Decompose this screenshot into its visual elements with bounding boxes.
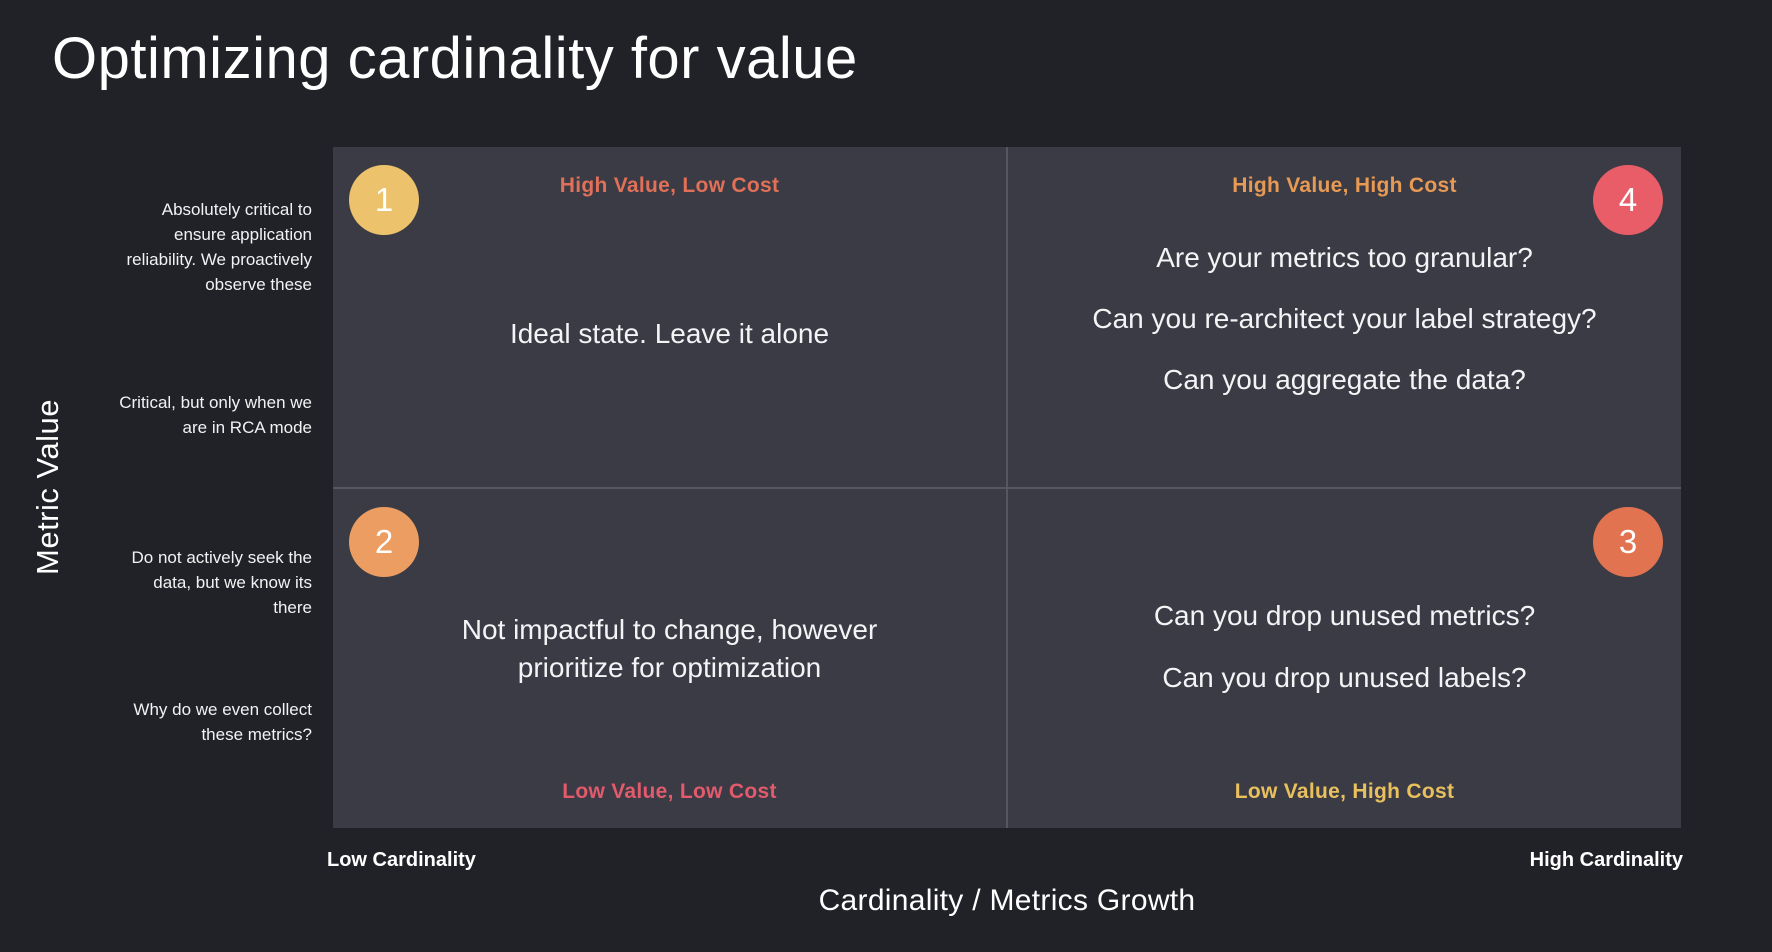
quadrant-body-q1: Ideal state. Leave it alone (333, 317, 1006, 351)
quadrant-grid: 1 High Value, Low Cost Ideal state. Leav… (333, 147, 1681, 828)
quadrant-statement: Can you aggregate the data? (1163, 364, 1526, 395)
quadrant-high-value-low-cost: 1 High Value, Low Cost Ideal state. Leav… (333, 147, 1006, 487)
quadrant-number-badge-4: 4 (1593, 165, 1663, 235)
quadrant-low-value-high-cost: 3 Can you drop unused metrics? Can you d… (1008, 488, 1681, 828)
x-axis-title: Cardinality / Metrics Growth (818, 884, 1196, 917)
quadrant-statement: Can you drop unused metrics? (1153, 599, 1536, 631)
quadrant-number-badge-1: 1 (349, 165, 419, 235)
y-axis-label-passive: Do not actively seek the data, but we kn… (131, 548, 312, 617)
quadrant-number-badge-3: 3 (1593, 506, 1663, 577)
quadrant-statement: Ideal state. Leave it alone (509, 318, 830, 349)
quadrant-label-q1: High Value, Low Cost (559, 174, 780, 197)
quadrant-statement: Can you drop unused labels? (1162, 661, 1527, 693)
y-axis-labels: Absolutely critical to ensure applicatio… (112, 147, 312, 828)
x-axis-high-label: High Cardinality (1529, 849, 1683, 871)
y-axis-label-rca: Critical, but only when we are in RCA mo… (119, 393, 312, 437)
quadrant-label-q3: Low Value, High Cost (1234, 780, 1455, 803)
quadrant-low-value-low-cost: 2 Not impactful to change, however prior… (333, 488, 1006, 828)
y-axis-title: Metric Value (30, 399, 65, 576)
quadrant-label-q4: High Value, High Cost (1232, 174, 1457, 197)
slide-title: Optimizing cardinality for value (52, 26, 858, 91)
quadrant-body-q4: Are your metrics too granular? Can you r… (1008, 241, 1681, 397)
y-axis-label-critical: Absolutely critical to ensure applicatio… (126, 200, 313, 294)
quadrant-high-value-high-cost: 4 High Value, High Cost Are your metrics… (1008, 147, 1681, 487)
quadrant-statement: Not impactful to change, however priorit… (461, 613, 878, 683)
quadrant-number-badge-2: 2 (349, 506, 419, 577)
quadrant-label-q2: Low Value, Low Cost (562, 780, 777, 803)
quadrant-body-q3: Can you drop unused metrics? Can you dro… (1008, 599, 1681, 695)
x-axis-low-label: Low Cardinality (327, 849, 476, 871)
quadrant-body-q2: Not impactful to change, however priorit… (333, 611, 1006, 687)
quadrant-statement: Are your metrics too granular? (1156, 242, 1533, 273)
y-axis-label-why: Why do we even collect these metrics? (133, 700, 312, 744)
quadrant-statement: Can you re-architect your label strategy… (1092, 303, 1597, 334)
